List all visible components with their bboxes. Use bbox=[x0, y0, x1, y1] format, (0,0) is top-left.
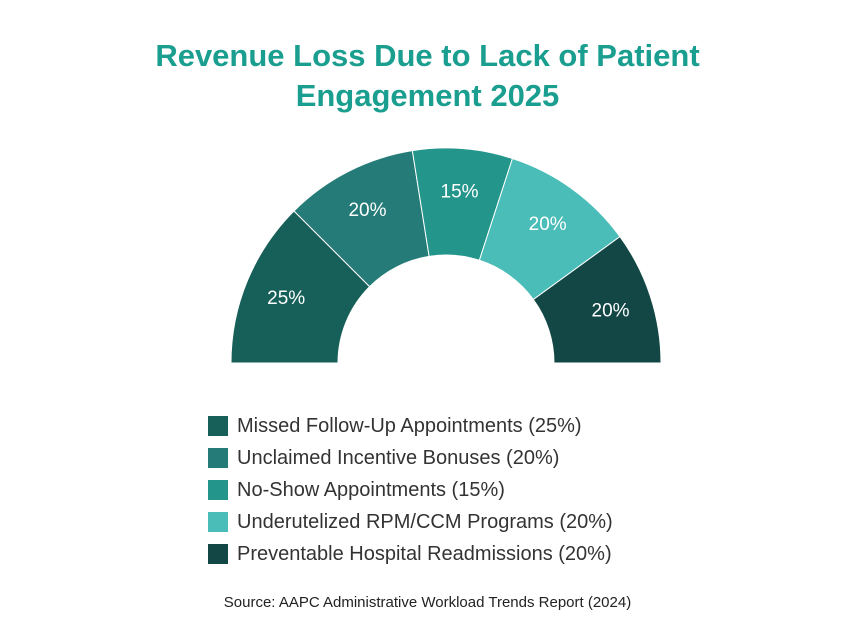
legend-swatch bbox=[208, 416, 228, 436]
legend-label: Underutelized RPM/CCM Programs (20%) bbox=[237, 510, 613, 533]
chart-slices bbox=[230, 147, 662, 364]
data-label-4: 20% bbox=[529, 214, 567, 235]
source-note: Source: AAPC Administrative Workload Tre… bbox=[223, 594, 632, 611]
legend-swatch bbox=[208, 480, 228, 500]
legend-label: Unclaimed Incentive Bonuses (20%) bbox=[237, 446, 560, 469]
legend-swatch bbox=[208, 448, 228, 468]
chart-legend: Missed Follow-Up Appointments (25%) Uncla… bbox=[208, 410, 613, 570]
data-label-1: 25% bbox=[267, 288, 305, 309]
data-label-2: 20% bbox=[348, 200, 386, 221]
legend-label: Missed Follow-Up Appointments (25%) bbox=[237, 414, 582, 437]
legend-item-1: Missed Follow-Up Appointments (25%) bbox=[208, 410, 613, 442]
data-label-5: 20% bbox=[592, 301, 630, 322]
legend-item-3: No-Show Appointments (15%) bbox=[208, 474, 613, 506]
slice-5 bbox=[532, 235, 662, 364]
legend-swatch bbox=[208, 512, 228, 532]
chart-title-line-2: Engagement 2025 bbox=[295, 78, 560, 113]
chart-title: Revenue Loss Due to Lack of Patient Enga… bbox=[0, 36, 855, 116]
legend-item-5: Preventable Hospital Readmissions (20%) bbox=[208, 538, 613, 570]
data-label-3: 15% bbox=[441, 182, 479, 203]
legend-item-2: Unclaimed Incentive Bonuses (20%) bbox=[208, 442, 613, 474]
chart-title-line-1: Revenue Loss Due to Lack of Patient bbox=[155, 38, 700, 73]
legend-item-4: Underutelized RPM/CCM Programs (20%) bbox=[208, 506, 613, 538]
legend-label: Preventable Hospital Readmissions (20%) bbox=[237, 542, 612, 565]
legend-swatch bbox=[208, 544, 228, 564]
legend-label: No-Show Appointments (15%) bbox=[237, 478, 505, 501]
chart-data-labels: 25% 20% 15% 20% 20% bbox=[267, 182, 629, 322]
